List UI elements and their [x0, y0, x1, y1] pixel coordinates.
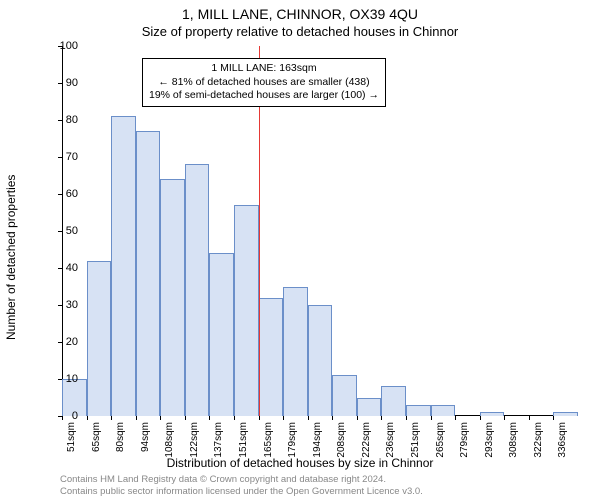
x-tick-label: 122sqm: [189, 422, 200, 458]
y-tick-label: 10: [48, 373, 78, 385]
histogram-bar: [332, 375, 357, 416]
x-tick-label: 94sqm: [140, 422, 151, 452]
x-tick: [504, 416, 505, 420]
x-tick-label: 51sqm: [66, 422, 77, 452]
histogram-bar: [283, 287, 308, 417]
x-tick-label: 65sqm: [91, 422, 102, 452]
x-tick: [259, 416, 260, 420]
annotation-line: 1 MILL LANE: 163sqm: [149, 62, 379, 76]
histogram-bar: [111, 116, 136, 416]
x-tick: [136, 416, 137, 420]
x-tick-label: 308sqm: [508, 422, 519, 458]
x-tick-label: 222sqm: [361, 422, 372, 458]
histogram-bar: [136, 131, 161, 416]
x-tick-label: 336sqm: [557, 422, 568, 458]
histogram-bar: [406, 405, 431, 416]
y-tick-label: 20: [48, 336, 78, 348]
histogram-bar: [160, 179, 185, 416]
x-tick: [87, 416, 88, 420]
x-tick-label: 293sqm: [484, 422, 495, 458]
x-tick-label: 108sqm: [164, 422, 175, 458]
x-tick-label: 179sqm: [287, 422, 298, 458]
y-tick-label: 80: [48, 114, 78, 126]
x-tick-label: 194sqm: [312, 422, 323, 458]
x-tick: [529, 416, 530, 420]
histogram-bar: [87, 261, 112, 416]
x-tick-label: 279sqm: [459, 422, 470, 458]
histogram-bar: [308, 305, 333, 416]
footer-attribution: Contains HM Land Registry data © Crown c…: [60, 474, 423, 498]
x-axis-label: Distribution of detached houses by size …: [0, 456, 600, 470]
x-tick-label: 265sqm: [435, 422, 446, 458]
y-tick-label: 60: [48, 188, 78, 200]
histogram-bar: [209, 253, 234, 416]
x-tick-label: 165sqm: [263, 422, 274, 458]
x-tick: [455, 416, 456, 420]
histogram-bar: [234, 205, 259, 416]
x-tick: [553, 416, 554, 420]
annotation-line: ← 81% of detached houses are smaller (43…: [149, 76, 379, 90]
page-subtitle: Size of property relative to detached ho…: [0, 22, 600, 39]
page-title: 1, MILL LANE, CHINNOR, OX39 4QU: [0, 0, 600, 22]
x-tick: [283, 416, 284, 420]
y-tick-label: 70: [48, 151, 78, 163]
x-tick: [234, 416, 235, 420]
x-tick-label: 322sqm: [533, 422, 544, 458]
y-tick-label: 100: [48, 40, 78, 52]
x-tick-label: 151sqm: [238, 422, 249, 458]
histogram-bar: [553, 412, 578, 416]
x-tick-label: 251sqm: [410, 422, 421, 458]
x-tick: [406, 416, 407, 420]
x-tick: [357, 416, 358, 420]
x-tick-label: 236sqm: [385, 422, 396, 458]
y-tick-label: 90: [48, 77, 78, 89]
histogram-bar: [480, 412, 505, 416]
x-tick-label: 137sqm: [213, 422, 224, 458]
annotation-box: 1 MILL LANE: 163sqm← 81% of detached hou…: [142, 58, 386, 107]
x-tick: [381, 416, 382, 420]
footer-line-2: Contains public sector information licen…: [60, 486, 423, 498]
y-tick-label: 0: [48, 410, 78, 422]
x-tick: [111, 416, 112, 420]
annotation-line: 19% of semi-detached houses are larger (…: [149, 89, 379, 103]
x-tick-label: 80sqm: [115, 422, 126, 452]
x-tick: [185, 416, 186, 420]
x-tick: [308, 416, 309, 420]
x-tick: [332, 416, 333, 420]
x-tick: [480, 416, 481, 420]
y-axis-label: Number of detached properties: [4, 175, 18, 340]
x-tick: [160, 416, 161, 420]
footer-line-1: Contains HM Land Registry data © Crown c…: [60, 474, 423, 486]
histogram-bar: [357, 398, 382, 417]
chart-plot-area: 1 MILL LANE: 163sqm← 81% of detached hou…: [62, 46, 578, 416]
y-tick-label: 40: [48, 262, 78, 274]
histogram-bar: [381, 386, 406, 416]
histogram-bar: [431, 405, 456, 416]
x-tick-label: 208sqm: [336, 422, 347, 458]
y-tick-label: 50: [48, 225, 78, 237]
y-tick-label: 30: [48, 299, 78, 311]
histogram-bar: [259, 298, 284, 416]
histogram-bar: [185, 164, 210, 416]
x-tick: [209, 416, 210, 420]
x-tick: [431, 416, 432, 420]
